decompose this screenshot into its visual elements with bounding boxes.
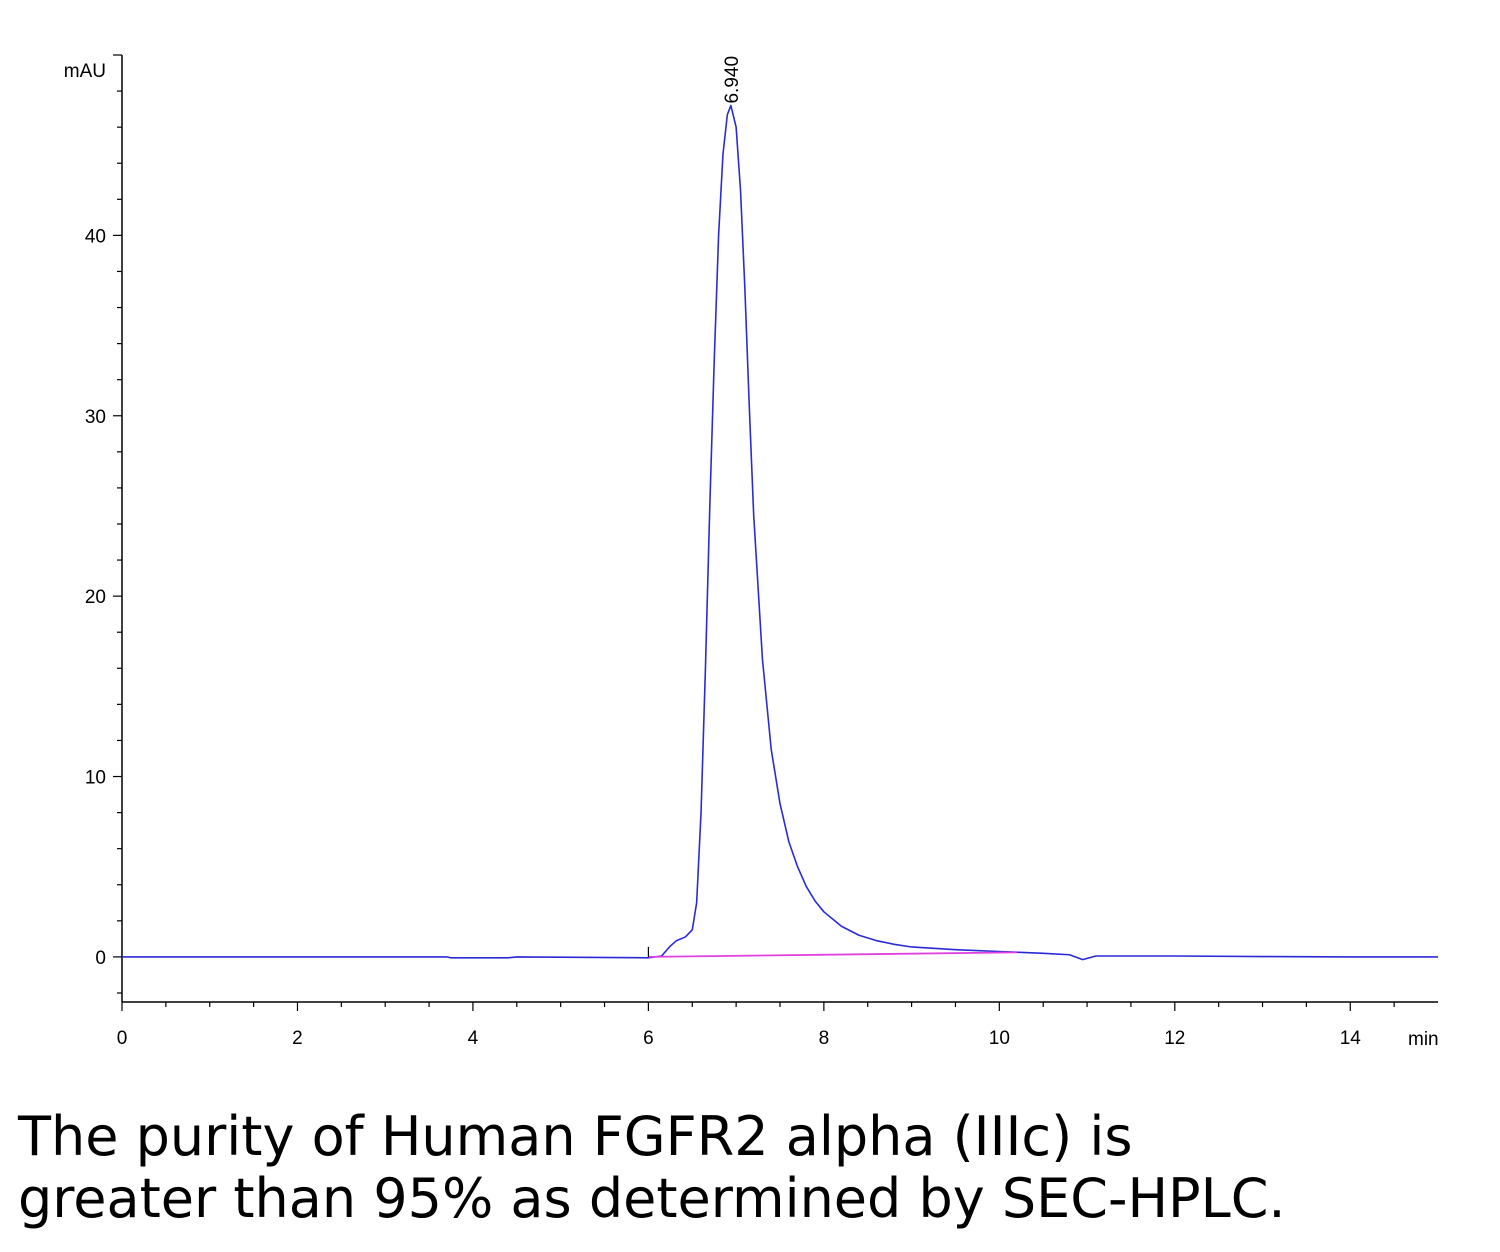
axes: 0 2 4 6 8 10 12 14 0 10 20 30 40 mAU min: [64, 54, 1439, 1050]
x-tick-label: 8: [819, 1028, 830, 1049]
integration-baseline: [648, 951, 1017, 958]
x-tick-label: 12: [1164, 1028, 1185, 1049]
x-tick-label: 6: [643, 1028, 654, 1049]
series-layer: [122, 104, 1438, 961]
x-tick-label: 0: [117, 1028, 128, 1049]
x-tick-label: 4: [468, 1028, 479, 1049]
y-tick-label: 40: [85, 226, 106, 247]
x-tick-label: 2: [292, 1028, 303, 1049]
caption-line-1: The purity of Human FGFR2 alpha (IIIc) i…: [18, 1105, 1133, 1168]
y-tick-label: 0: [95, 948, 106, 969]
chromatogram-chart: 0 2 4 6 8 10 12 14 0 10 20 30 40 mAU min 6.940: [64, 54, 1439, 1050]
peak-retention-time-label: 6.940: [722, 56, 743, 104]
caption: The purity of Human FGFR2 alpha (IIIc) i…: [18, 1106, 1478, 1230]
x-tick-label: 14: [1340, 1028, 1362, 1049]
y-tick-label: 30: [85, 407, 106, 428]
signal-trace: [122, 104, 1438, 961]
x-axis-unit-label: min: [1408, 1029, 1439, 1050]
x-axis-tick-labels: 0 2 4 6 8 10 12 14: [117, 1028, 1362, 1049]
x-axis-ticks: [121, 1002, 1395, 1011]
y-tick-label: 20: [85, 587, 106, 608]
y-axis-tick-labels: 0 10 20 30 40: [85, 226, 106, 969]
y-axis-unit-label: mAU: [64, 61, 106, 82]
y-axis-ticks: [113, 54, 122, 994]
caption-line-2: greater than 95% as determined by SEC-HP…: [18, 1167, 1286, 1230]
x-tick-label: 10: [989, 1028, 1010, 1049]
y-tick-label: 10: [85, 768, 106, 789]
